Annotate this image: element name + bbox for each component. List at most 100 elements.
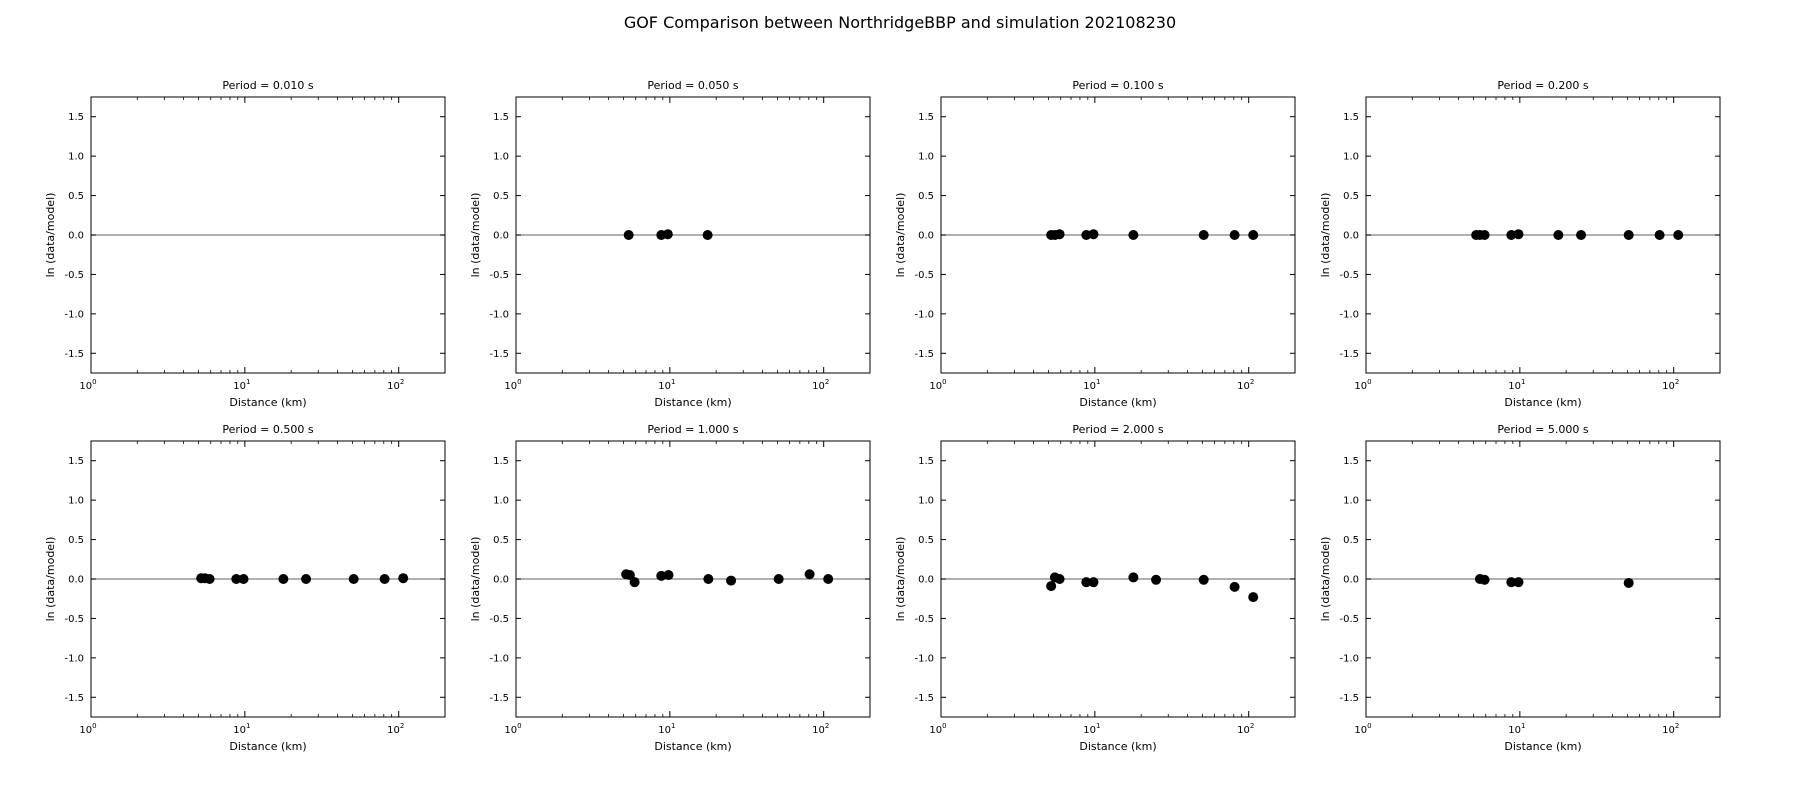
panel-7: Period = 2.000 s -1.5 -1.0 -0.5 0.0 0.5 1.0 1.5… [894, 423, 1296, 753]
data-point [1654, 230, 1665, 240]
y-tick-label: 0.5 [1343, 191, 1359, 202]
x-axis-label: Distance (km) [1504, 396, 1581, 409]
panel-1: Period = 0.010 s -1.5 -1.0 -0.5 0.0 0.5 1.0 1.5… [44, 79, 446, 409]
x-tick-base: 10 [233, 381, 246, 392]
x-tick-exponent: 1 [1096, 378, 1100, 386]
x-tick-label: 100 [79, 722, 96, 736]
data-point [398, 573, 409, 584]
y-axis-label: ln (data/model) [44, 193, 57, 278]
x-tick-label: 102 [812, 722, 829, 736]
data-point [1198, 230, 1209, 240]
y-tick-label: 0.5 [918, 535, 934, 546]
data-point [1576, 230, 1587, 240]
x-tick-label: 100 [1354, 722, 1371, 736]
y-tick-label: -1.5 [1339, 349, 1359, 360]
x-tick-exponent: 0 [517, 722, 521, 730]
x-tick-base: 10 [812, 725, 825, 736]
x-tick-label: 100 [504, 722, 521, 736]
data-point [663, 570, 674, 581]
y-tick-label: 1.0 [68, 152, 84, 163]
y-tick-label: -0.5 [1339, 614, 1359, 625]
axes-frame [515, 440, 871, 718]
axes-frame [940, 440, 1296, 718]
y-tick-label: -1.5 [64, 349, 84, 360]
y-tick-label: 1.5 [493, 112, 509, 123]
y-tick-label: -1.5 [914, 349, 934, 360]
y-tick-label: -0.5 [64, 270, 84, 281]
panel-6: Period = 1.000 s -1.5 -1.0 -0.5 0.0 0.5 1.0 1.5… [469, 423, 871, 753]
x-tick-label: 101 [233, 722, 250, 736]
x-tick-base: 10 [1508, 725, 1521, 736]
x-tick-label: 100 [1354, 378, 1371, 392]
x-tick-exponent: 0 [1367, 722, 1371, 730]
x-tick-label: 101 [658, 722, 675, 736]
panel-title: Period = 1.000 s [647, 423, 738, 436]
data-point [624, 570, 635, 581]
y-tick-label: -0.5 [914, 270, 934, 281]
y-axis-label: ln (data/model) [894, 193, 907, 278]
y-tick-label: -1.0 [1339, 653, 1359, 664]
x-axis-label: Distance (km) [229, 740, 306, 753]
y-tick-label: -1.5 [489, 693, 509, 704]
data-point [1081, 577, 1092, 588]
y-tick-label: 0.0 [1343, 231, 1359, 242]
x-tick-base: 10 [504, 725, 517, 736]
data-point [726, 575, 737, 586]
x-tick-base: 10 [387, 725, 400, 736]
x-tick-exponent: 0 [1367, 378, 1371, 386]
y-tick-label: 1.0 [1343, 152, 1359, 163]
x-tick-base: 10 [79, 381, 92, 392]
data-point [773, 574, 784, 584]
y-tick-label: -1.0 [914, 309, 934, 320]
x-tick-label: 101 [658, 378, 675, 392]
x-tick-label: 100 [929, 722, 946, 736]
y-axis-label: ln (data/model) [1319, 537, 1332, 622]
data-point [1229, 581, 1240, 592]
y-tick-label: -0.5 [64, 614, 84, 625]
y-tick-label: 0.0 [918, 231, 934, 242]
panel-title: Period = 0.200 s [1497, 79, 1588, 92]
y-tick-label: 1.5 [918, 112, 934, 123]
y-tick-label: 0.0 [68, 231, 84, 242]
y-tick-label: -1.0 [64, 309, 84, 320]
data-point [379, 574, 390, 584]
y-tick-label: 1.0 [1343, 496, 1359, 507]
x-tick-label: 101 [1508, 722, 1525, 736]
data-point [823, 574, 834, 584]
x-tick-exponent: 2 [400, 378, 404, 386]
x-tick-exponent: 2 [1675, 378, 1679, 386]
x-tick-label: 102 [812, 378, 829, 392]
y-tick-label: -1.0 [489, 309, 509, 320]
panel-title: Period = 0.500 s [222, 423, 313, 436]
panel-8: Period = 5.000 s -1.5 -1.0 -0.5 0.0 0.5 1.0 1.5… [1319, 423, 1721, 753]
panel-5: Period = 0.500 s -1.5 -1.0 -0.5 0.0 0.5 1.0 1.5… [44, 423, 446, 753]
data-point [804, 569, 815, 580]
data-point [278, 574, 289, 584]
data-point [623, 230, 634, 240]
x-tick-exponent: 0 [942, 722, 946, 730]
y-tick-label: 0.0 [1343, 575, 1359, 586]
y-tick-label: -1.0 [489, 653, 509, 664]
data-point [1128, 230, 1139, 240]
x-axis-label: Distance (km) [1504, 740, 1581, 753]
panel-title: Period = 0.010 s [222, 79, 313, 92]
data-point [1673, 230, 1684, 240]
data-point [1513, 577, 1524, 588]
data-point [204, 574, 215, 584]
data-point [662, 229, 673, 240]
x-tick-exponent: 1 [246, 378, 250, 386]
x-tick-exponent: 1 [1521, 378, 1525, 386]
y-tick-label: 1.0 [918, 496, 934, 507]
x-tick-base: 10 [1354, 381, 1367, 392]
y-tick-label: -1.0 [914, 653, 934, 664]
x-tick-exponent: 0 [92, 722, 96, 730]
y-tick-label: 1.0 [493, 152, 509, 163]
x-tick-label: 100 [79, 378, 96, 392]
data-point [702, 230, 713, 240]
data-point [238, 574, 249, 584]
panel-grid: Period = 0.010 s -1.5 -1.0 -0.5 0.0 0.5 1.0 1.5… [44, 79, 1721, 753]
panel-title: Period = 0.100 s [1072, 79, 1163, 92]
data-point [1088, 577, 1099, 588]
x-tick-exponent: 1 [671, 378, 675, 386]
data-point [348, 574, 359, 584]
